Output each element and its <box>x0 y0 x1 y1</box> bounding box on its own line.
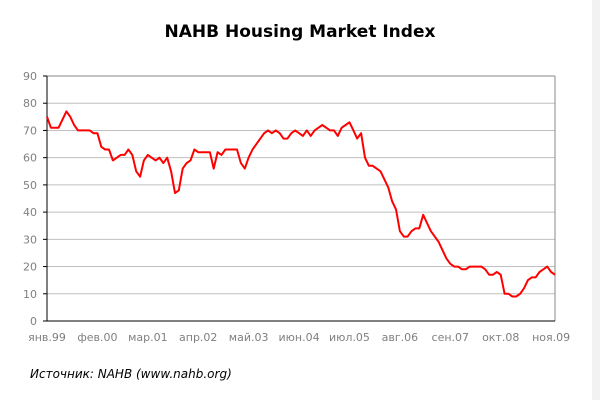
y-tick-label: 60 <box>23 152 37 165</box>
y-tick-label: 30 <box>23 233 37 246</box>
x-tick-label: окт.08 <box>482 331 519 344</box>
y-tick-label: 80 <box>23 97 37 110</box>
y-tick-label: 50 <box>23 179 37 192</box>
y-tick-label: 0 <box>30 315 37 328</box>
y-tick-label: 40 <box>23 206 37 219</box>
x-tick-label: янв.99 <box>28 331 66 344</box>
y-tick-label: 20 <box>23 261 37 274</box>
x-tick-label: май.03 <box>229 331 269 344</box>
x-tick-label: сен.07 <box>432 331 470 344</box>
y-tick-label: 90 <box>23 70 37 83</box>
x-tick-label: фев.00 <box>77 331 117 344</box>
x-tick-label: ноя.09 <box>532 331 570 344</box>
x-tick-label: июн.04 <box>279 331 320 344</box>
x-tick-label: апр.02 <box>179 331 217 344</box>
y-tick-label: 10 <box>23 288 37 301</box>
x-tick-label: авг.06 <box>382 331 419 344</box>
page-edge <box>592 0 600 400</box>
y-tick-label: 70 <box>23 124 37 137</box>
series-line <box>46 110 556 298</box>
x-tick-label: мар.01 <box>128 331 168 344</box>
chart-title: NAHB Housing Market Index <box>164 22 436 42</box>
source-note: Источник: NAHB (www.nahb.org) <box>30 367 232 381</box>
x-tick-label: июл.05 <box>329 331 370 344</box>
